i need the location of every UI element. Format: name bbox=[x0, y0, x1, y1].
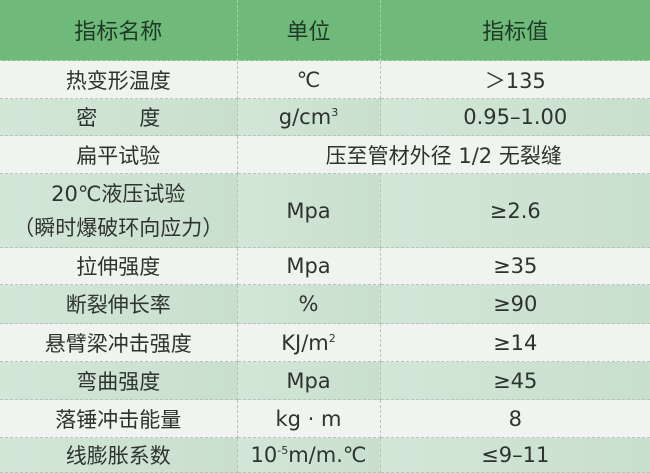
row-name: 悬臂梁冲击强度 bbox=[0, 323, 238, 362]
table-row: 线膨胀系数 10-5m/m.℃ ≤9–11 bbox=[0, 437, 650, 473]
row-unit: ℃ bbox=[236, 60, 381, 99]
row-name: 落锤冲击能量 bbox=[0, 399, 238, 438]
table-row: 弯曲强度 Mpa ≥45 bbox=[0, 361, 650, 400]
row-unit: KJ/m2 bbox=[236, 323, 381, 362]
table-row: 拉伸强度 Mpa ≥35 bbox=[0, 247, 650, 285]
row-value: 0.95–1.00 bbox=[379, 98, 650, 136]
row-unit: 10-5m/m.℃ bbox=[236, 437, 381, 473]
row-value: ≥14 bbox=[379, 323, 650, 362]
row-unit: % bbox=[236, 284, 381, 324]
row-name: 扁平试验 bbox=[0, 135, 238, 174]
header-unit: 单位 bbox=[236, 0, 381, 61]
table-row: 悬臂梁冲击强度 KJ/m2 ≥14 bbox=[0, 323, 650, 362]
table-row: 密 度 g/cm3 0.95–1.00 bbox=[0, 98, 650, 136]
table-row: 断裂伸长率 % ≥90 bbox=[0, 284, 650, 324]
row-name: 弯曲强度 bbox=[0, 361, 238, 400]
row-name: 密 度 bbox=[0, 98, 238, 136]
row-value: 8 bbox=[379, 399, 650, 438]
table-row: 扁平试验 压至管材外径 1/2 无裂缝 bbox=[0, 135, 650, 174]
row-unit: Mpa bbox=[236, 361, 381, 400]
row-unit: g/cm3 bbox=[236, 98, 381, 136]
row-value: ≥2.6 bbox=[379, 173, 650, 248]
row-name: 20℃液压试验 （瞬时爆破环向应力） bbox=[0, 173, 238, 248]
row-unit: kg · m bbox=[236, 399, 381, 438]
table-row: 20℃液压试验 （瞬时爆破环向应力） Mpa ≥2.6 bbox=[0, 173, 650, 248]
table-row: 热变形温度 ℃ ＞135 bbox=[0, 60, 650, 99]
row-name: 热变形温度 bbox=[0, 60, 238, 99]
row-unit: Mpa bbox=[236, 173, 381, 248]
row-merged-value: 压至管材外径 1/2 无裂缝 bbox=[236, 135, 650, 174]
header-value: 指标值 bbox=[379, 0, 650, 61]
row-name: 线膨胀系数 bbox=[0, 437, 238, 473]
row-name: 拉伸强度 bbox=[0, 247, 238, 285]
table-row: 落锤冲击能量 kg · m 8 bbox=[0, 399, 650, 438]
row-value: ≥90 bbox=[379, 284, 650, 324]
header-name: 指标名称 bbox=[0, 0, 238, 61]
row-unit: Mpa bbox=[236, 247, 381, 285]
row-value: ≥35 bbox=[379, 247, 650, 285]
row-value: ≥45 bbox=[379, 361, 650, 400]
row-name: 断裂伸长率 bbox=[0, 284, 238, 324]
row-value: ＞135 bbox=[379, 60, 650, 99]
row-value: ≤9–11 bbox=[379, 437, 650, 473]
header-row: 指标名称 单位 指标值 bbox=[0, 0, 650, 61]
